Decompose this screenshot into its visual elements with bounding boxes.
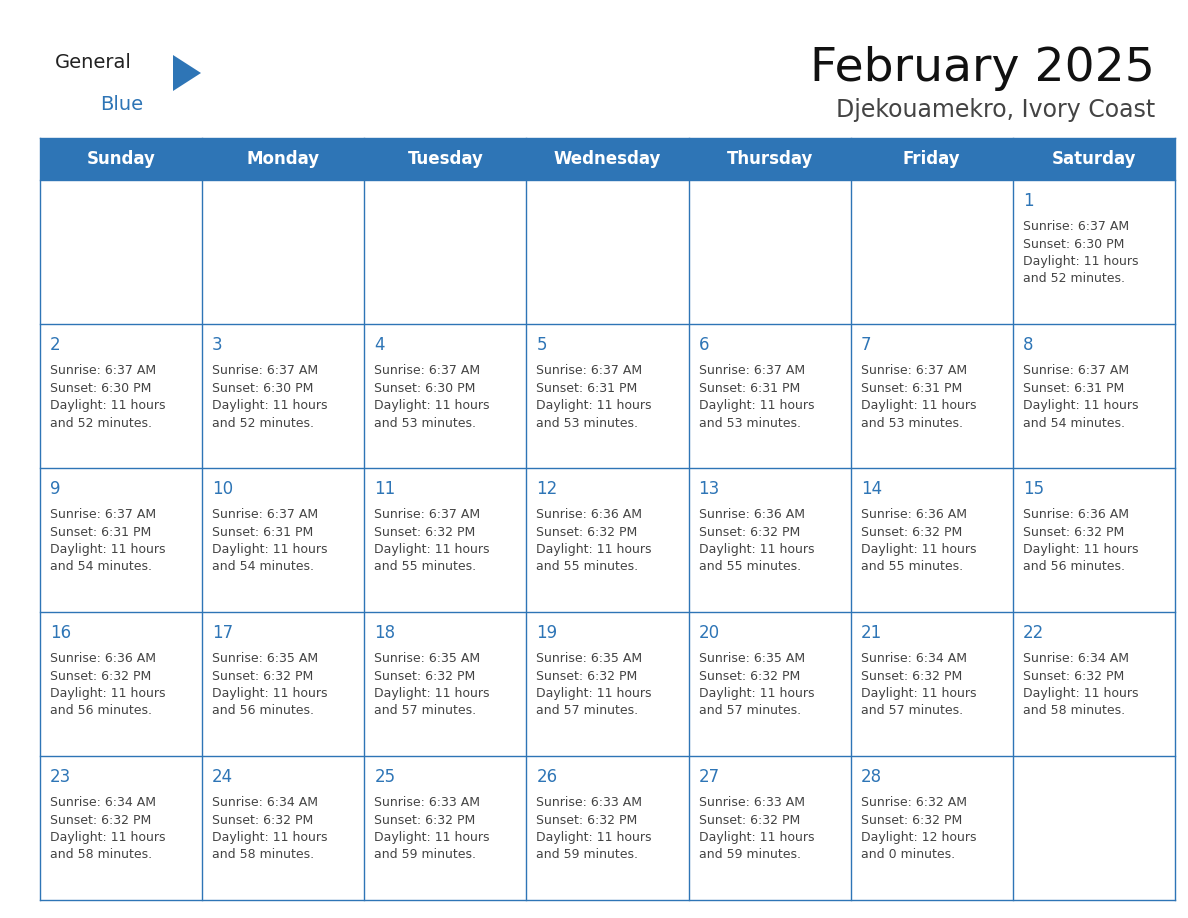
Text: Sunday: Sunday <box>87 150 156 168</box>
Text: 8: 8 <box>1023 336 1034 354</box>
Text: Friday: Friday <box>903 150 961 168</box>
Text: Sunrise: 6:37 AM
Sunset: 6:31 PM
Daylight: 11 hours
and 54 minutes.: Sunrise: 6:37 AM Sunset: 6:31 PM Dayligh… <box>213 508 328 574</box>
Polygon shape <box>173 55 201 91</box>
Text: Sunrise: 6:37 AM
Sunset: 6:32 PM
Daylight: 11 hours
and 55 minutes.: Sunrise: 6:37 AM Sunset: 6:32 PM Dayligh… <box>374 508 489 574</box>
Bar <box>40 180 1175 900</box>
Text: 22: 22 <box>1023 624 1044 642</box>
Bar <box>40 138 1175 180</box>
Text: Tuesday: Tuesday <box>407 150 484 168</box>
Text: 26: 26 <box>537 768 557 786</box>
Text: 19: 19 <box>537 624 557 642</box>
Text: Monday: Monday <box>247 150 320 168</box>
Text: Sunrise: 6:34 AM
Sunset: 6:32 PM
Daylight: 11 hours
and 58 minutes.: Sunrise: 6:34 AM Sunset: 6:32 PM Dayligh… <box>50 796 165 861</box>
Text: Sunrise: 6:37 AM
Sunset: 6:30 PM
Daylight: 11 hours
and 52 minutes.: Sunrise: 6:37 AM Sunset: 6:30 PM Dayligh… <box>1023 220 1138 285</box>
Text: 9: 9 <box>50 480 61 498</box>
Text: Blue: Blue <box>100 95 143 114</box>
Text: 16: 16 <box>50 624 71 642</box>
Text: 11: 11 <box>374 480 396 498</box>
Text: 12: 12 <box>537 480 557 498</box>
Text: 21: 21 <box>861 624 881 642</box>
Text: Sunrise: 6:36 AM
Sunset: 6:32 PM
Daylight: 11 hours
and 56 minutes.: Sunrise: 6:36 AM Sunset: 6:32 PM Dayligh… <box>1023 508 1138 574</box>
Text: Sunrise: 6:37 AM
Sunset: 6:31 PM
Daylight: 11 hours
and 54 minutes.: Sunrise: 6:37 AM Sunset: 6:31 PM Dayligh… <box>50 508 165 574</box>
Text: 25: 25 <box>374 768 396 786</box>
Text: Sunrise: 6:33 AM
Sunset: 6:32 PM
Daylight: 11 hours
and 59 minutes.: Sunrise: 6:33 AM Sunset: 6:32 PM Dayligh… <box>699 796 814 861</box>
Text: 24: 24 <box>213 768 233 786</box>
Text: General: General <box>55 53 132 72</box>
Text: Sunrise: 6:37 AM
Sunset: 6:30 PM
Daylight: 11 hours
and 52 minutes.: Sunrise: 6:37 AM Sunset: 6:30 PM Dayligh… <box>213 364 328 430</box>
Text: 7: 7 <box>861 336 871 354</box>
Text: Sunrise: 6:35 AM
Sunset: 6:32 PM
Daylight: 11 hours
and 57 minutes.: Sunrise: 6:35 AM Sunset: 6:32 PM Dayligh… <box>537 652 652 718</box>
Text: 23: 23 <box>50 768 71 786</box>
Text: 14: 14 <box>861 480 881 498</box>
Text: Sunrise: 6:36 AM
Sunset: 6:32 PM
Daylight: 11 hours
and 55 minutes.: Sunrise: 6:36 AM Sunset: 6:32 PM Dayligh… <box>537 508 652 574</box>
Text: Sunrise: 6:36 AM
Sunset: 6:32 PM
Daylight: 11 hours
and 55 minutes.: Sunrise: 6:36 AM Sunset: 6:32 PM Dayligh… <box>699 508 814 574</box>
Text: February 2025: February 2025 <box>810 46 1155 91</box>
Text: 15: 15 <box>1023 480 1044 498</box>
Text: Sunrise: 6:36 AM
Sunset: 6:32 PM
Daylight: 11 hours
and 55 minutes.: Sunrise: 6:36 AM Sunset: 6:32 PM Dayligh… <box>861 508 977 574</box>
Text: Sunrise: 6:34 AM
Sunset: 6:32 PM
Daylight: 11 hours
and 58 minutes.: Sunrise: 6:34 AM Sunset: 6:32 PM Dayligh… <box>213 796 328 861</box>
Text: Sunrise: 6:34 AM
Sunset: 6:32 PM
Daylight: 11 hours
and 58 minutes.: Sunrise: 6:34 AM Sunset: 6:32 PM Dayligh… <box>1023 652 1138 718</box>
Text: Sunrise: 6:37 AM
Sunset: 6:31 PM
Daylight: 11 hours
and 53 minutes.: Sunrise: 6:37 AM Sunset: 6:31 PM Dayligh… <box>699 364 814 430</box>
Text: Djekouamekro, Ivory Coast: Djekouamekro, Ivory Coast <box>835 98 1155 122</box>
Text: Sunrise: 6:36 AM
Sunset: 6:32 PM
Daylight: 11 hours
and 56 minutes.: Sunrise: 6:36 AM Sunset: 6:32 PM Dayligh… <box>50 652 165 718</box>
Text: Sunrise: 6:35 AM
Sunset: 6:32 PM
Daylight: 11 hours
and 56 minutes.: Sunrise: 6:35 AM Sunset: 6:32 PM Dayligh… <box>213 652 328 718</box>
Text: Sunrise: 6:37 AM
Sunset: 6:31 PM
Daylight: 11 hours
and 53 minutes.: Sunrise: 6:37 AM Sunset: 6:31 PM Dayligh… <box>537 364 652 430</box>
Text: Sunrise: 6:35 AM
Sunset: 6:32 PM
Daylight: 11 hours
and 57 minutes.: Sunrise: 6:35 AM Sunset: 6:32 PM Dayligh… <box>699 652 814 718</box>
Text: 5: 5 <box>537 336 546 354</box>
Text: Sunrise: 6:32 AM
Sunset: 6:32 PM
Daylight: 12 hours
and 0 minutes.: Sunrise: 6:32 AM Sunset: 6:32 PM Dayligh… <box>861 796 977 861</box>
Text: 2: 2 <box>50 336 61 354</box>
Text: Sunrise: 6:35 AM
Sunset: 6:32 PM
Daylight: 11 hours
and 57 minutes.: Sunrise: 6:35 AM Sunset: 6:32 PM Dayligh… <box>374 652 489 718</box>
Text: Sunrise: 6:34 AM
Sunset: 6:32 PM
Daylight: 11 hours
and 57 minutes.: Sunrise: 6:34 AM Sunset: 6:32 PM Dayligh… <box>861 652 977 718</box>
Text: 18: 18 <box>374 624 396 642</box>
Text: 13: 13 <box>699 480 720 498</box>
Text: 4: 4 <box>374 336 385 354</box>
Text: Sunrise: 6:37 AM
Sunset: 6:30 PM
Daylight: 11 hours
and 53 minutes.: Sunrise: 6:37 AM Sunset: 6:30 PM Dayligh… <box>374 364 489 430</box>
Text: 27: 27 <box>699 768 720 786</box>
Text: 1: 1 <box>1023 192 1034 210</box>
Text: 20: 20 <box>699 624 720 642</box>
Text: Sunrise: 6:37 AM
Sunset: 6:31 PM
Daylight: 11 hours
and 54 minutes.: Sunrise: 6:37 AM Sunset: 6:31 PM Dayligh… <box>1023 364 1138 430</box>
Text: 6: 6 <box>699 336 709 354</box>
Text: 3: 3 <box>213 336 223 354</box>
Text: Sunrise: 6:37 AM
Sunset: 6:30 PM
Daylight: 11 hours
and 52 minutes.: Sunrise: 6:37 AM Sunset: 6:30 PM Dayligh… <box>50 364 165 430</box>
Text: Sunrise: 6:37 AM
Sunset: 6:31 PM
Daylight: 11 hours
and 53 minutes.: Sunrise: 6:37 AM Sunset: 6:31 PM Dayligh… <box>861 364 977 430</box>
Text: Sunrise: 6:33 AM
Sunset: 6:32 PM
Daylight: 11 hours
and 59 minutes.: Sunrise: 6:33 AM Sunset: 6:32 PM Dayligh… <box>537 796 652 861</box>
Text: 28: 28 <box>861 768 881 786</box>
Text: Wednesday: Wednesday <box>554 150 662 168</box>
Text: 17: 17 <box>213 624 233 642</box>
Text: Sunrise: 6:33 AM
Sunset: 6:32 PM
Daylight: 11 hours
and 59 minutes.: Sunrise: 6:33 AM Sunset: 6:32 PM Dayligh… <box>374 796 489 861</box>
Text: 10: 10 <box>213 480 233 498</box>
Text: Saturday: Saturday <box>1051 150 1136 168</box>
Text: Thursday: Thursday <box>726 150 813 168</box>
